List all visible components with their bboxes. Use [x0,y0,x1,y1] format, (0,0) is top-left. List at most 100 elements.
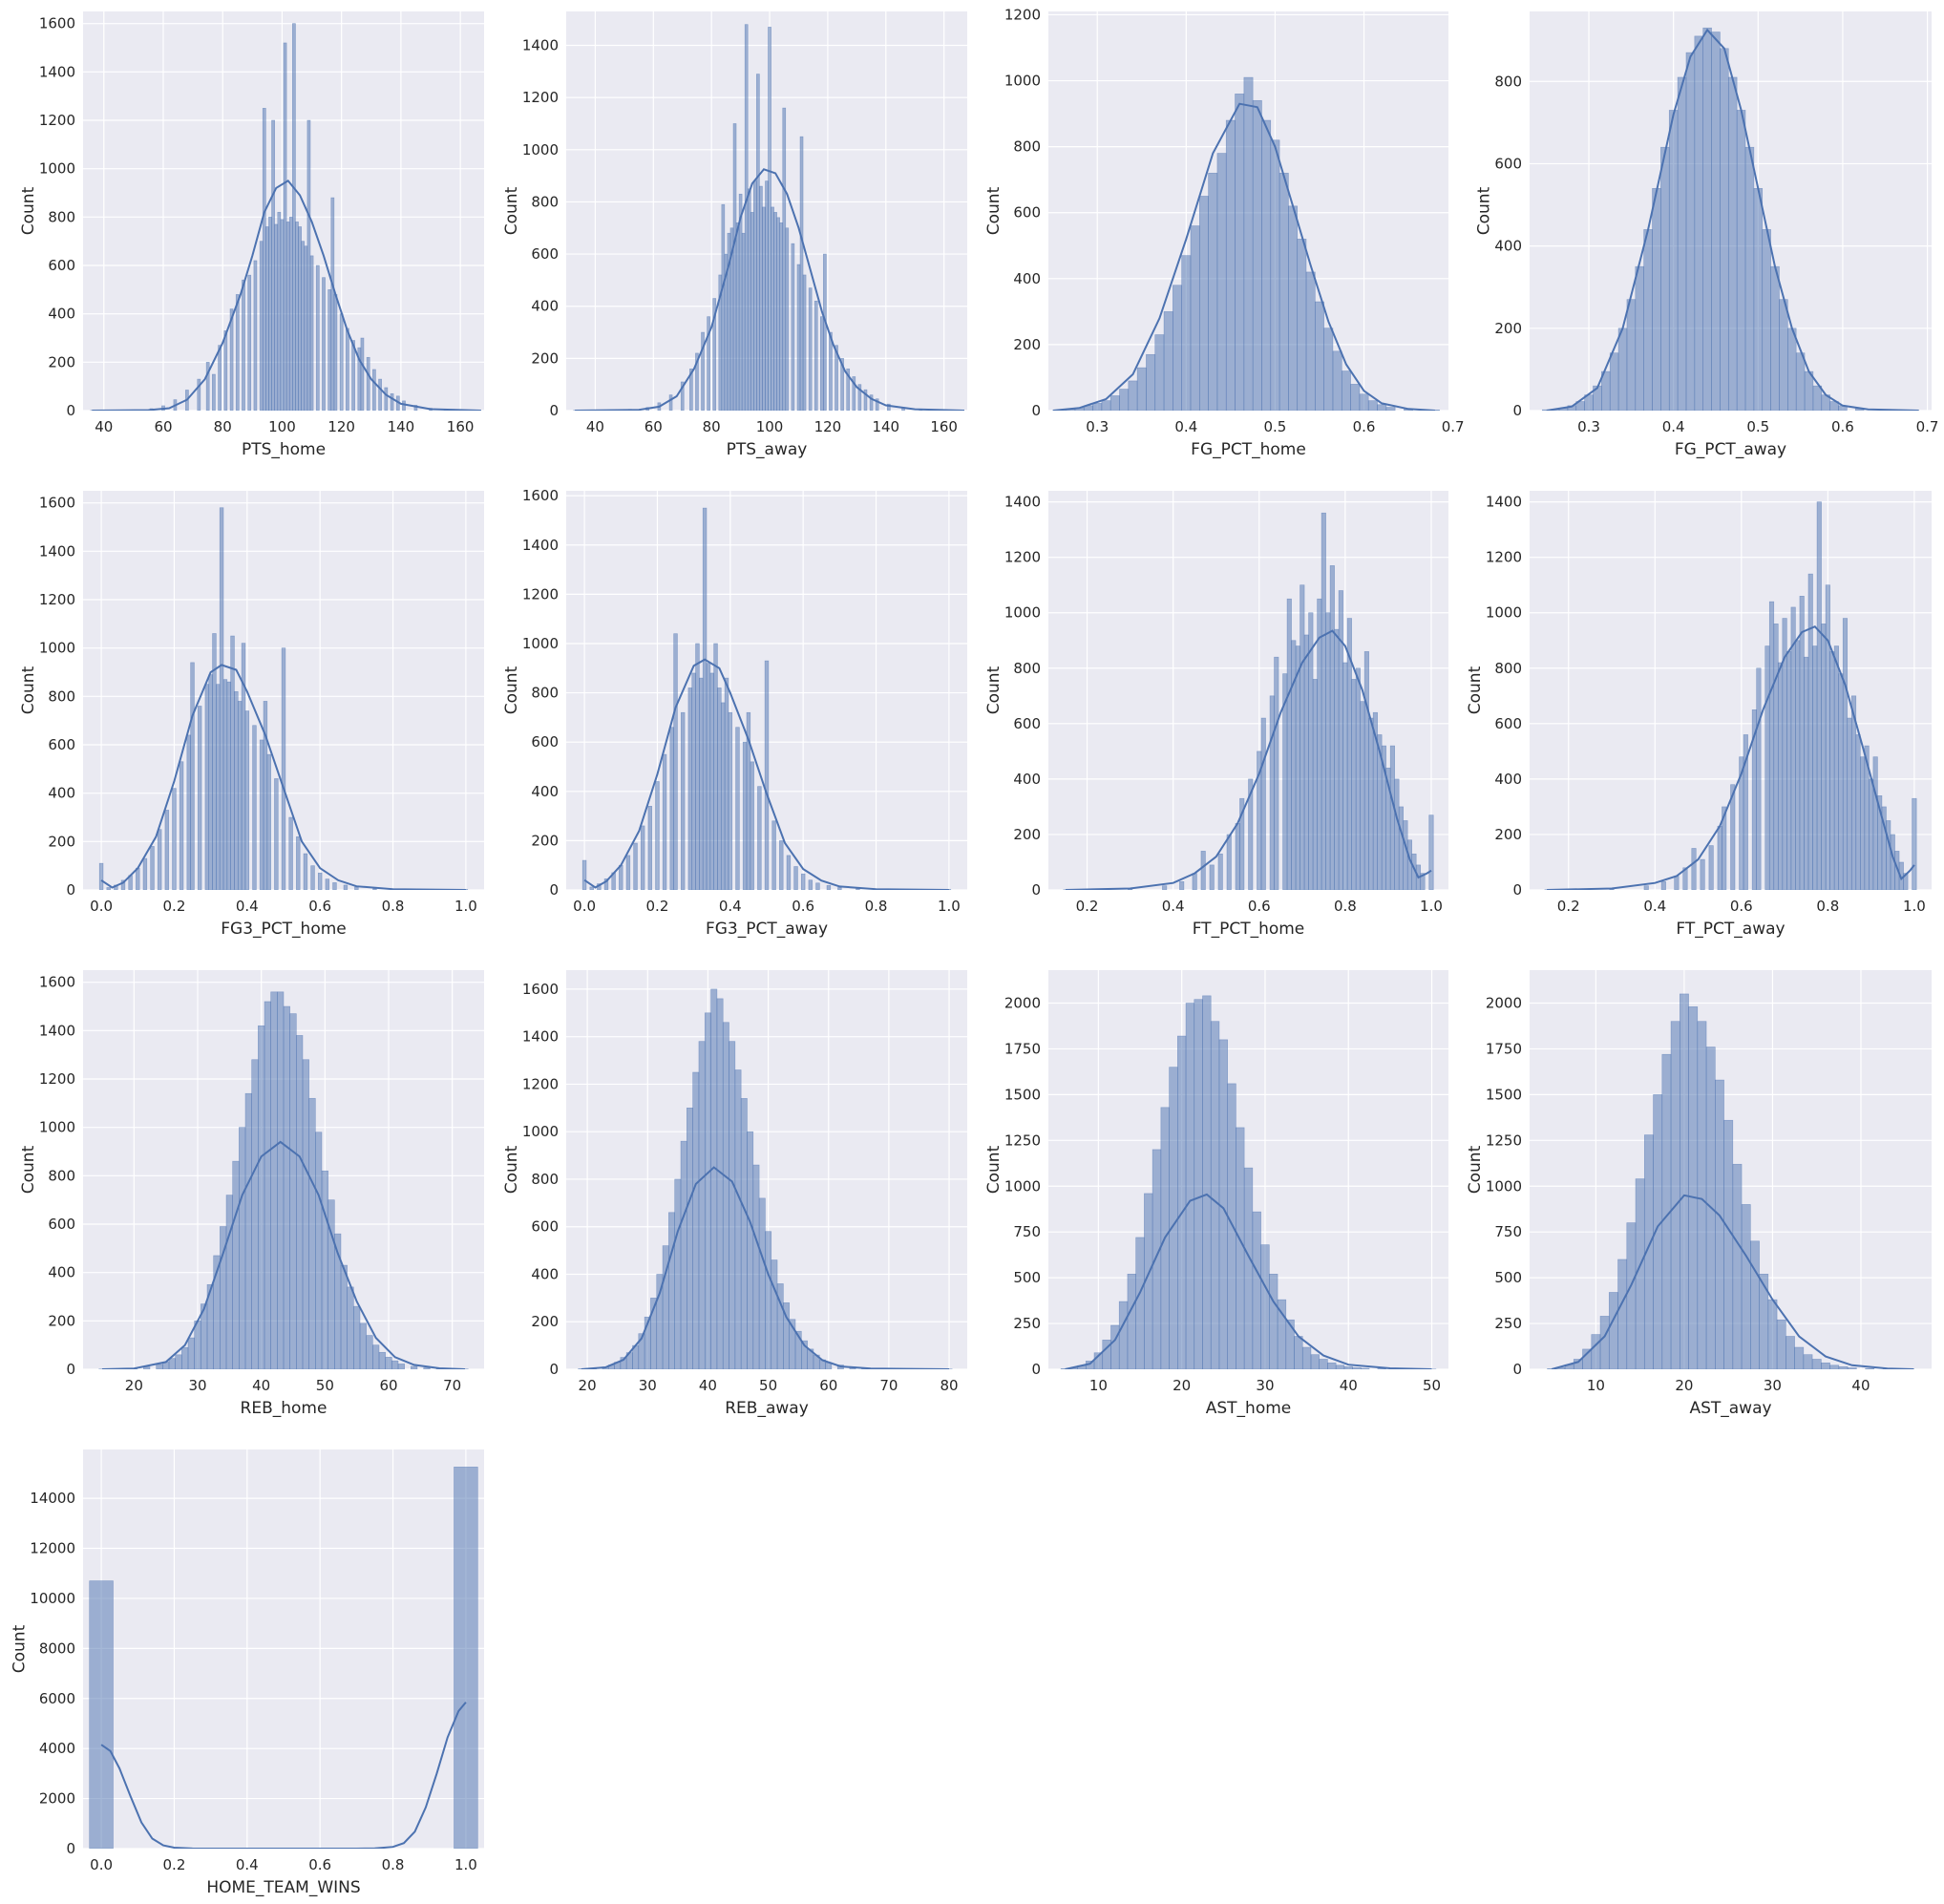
bars [98,991,469,1369]
histogram-bar [1768,601,1775,890]
histogram-bar [1702,27,1712,411]
x-tick-label: 40 [1340,1377,1358,1394]
histogram-bar [662,753,667,890]
y-tick-label: 1000 [522,1123,559,1140]
histogram-bar [343,884,349,890]
histogram-bar [340,1264,348,1369]
y-tick-label: 400 [531,783,559,800]
histogram-bar [717,688,722,890]
histogram-bar [1177,1035,1187,1369]
histogram-bar [1715,1079,1724,1369]
histogram-bar [581,859,587,890]
x-tick-label: 0.2 [163,1856,186,1873]
bars [98,507,469,890]
y-tick-label: 200 [531,832,559,849]
x-tick-label: 60 [154,418,172,435]
histogram-bar [157,829,162,890]
histogram-bar [840,358,844,411]
bars [1541,27,1915,411]
histogram-bar [837,887,842,890]
y-tick-label: 1750 [1004,1040,1041,1057]
y-tick-label: 1200 [39,591,75,608]
histogram-bar [1804,370,1814,411]
histogram-bar [747,188,751,411]
y-tick-label: 400 [1013,771,1041,788]
histogram-bar [89,1580,114,1849]
histogram-bar [1736,110,1746,411]
x-tick-label: 0.8 [865,898,888,915]
y-axis-label: Count [984,186,1004,235]
histogram-bar [1243,76,1254,411]
histogram-bar [397,1364,405,1369]
histogram-bar [695,352,699,411]
y-tick-label: 6000 [39,1690,75,1707]
histogram-bar [820,316,824,411]
histogram-bar [729,1041,736,1369]
histogram-bar [687,688,693,890]
histogram-bar [1660,146,1670,411]
x-tick-label: 160 [447,418,475,435]
y-tick-label: 8000 [39,1640,75,1657]
y-tick-label: 1500 [1486,1086,1522,1103]
histogram-bar [738,193,743,411]
histogram-bar [237,701,243,890]
histogram-bar [322,277,326,411]
y-tick-label: 200 [1013,336,1041,353]
y-tick-label: 400 [531,298,559,315]
x-tick-label: 0.2 [1076,898,1099,915]
histogram-bar [1756,667,1762,890]
y-tick-label: 200 [1494,320,1522,337]
y-tick-label: 1000 [1004,1177,1041,1195]
x-tick-label: 0.7 [1916,418,1939,435]
histogram-bar [1744,146,1755,411]
histogram-panel-13: 0.0 0.2 0.4 0.6 0.8 1.0 0 2000 4000 6000 8000 10000… [11,1449,484,1897]
histogram-bar [346,328,349,411]
histogram-bar [251,1059,259,1369]
histogram-bar [1609,352,1619,411]
histogram-bar [721,203,726,411]
histogram-bar [1341,370,1351,411]
histogram-bar [826,885,832,890]
histogram-bar [164,810,170,890]
x-tick-label: 1.0 [938,898,961,915]
histogram-bar [750,212,754,411]
y-tick-label: 200 [48,1312,75,1329]
histogram-bar [1351,679,1357,890]
histogram-bar [800,873,806,890]
histogram-bar [768,27,771,411]
x-tick-label: 20 [1675,1377,1693,1394]
histogram-bar [1860,756,1866,890]
x-tick-label: 80 [214,418,232,435]
histogram-bar [1643,885,1649,890]
histogram-bar [1811,1359,1822,1369]
histogram-bar [266,753,271,890]
histogram-bar [372,1344,380,1369]
x-tick-label: 0.5 [1746,418,1769,435]
y-tick-label: 1400 [1004,494,1041,511]
histogram-bar [285,222,290,411]
x-tick-label: 30 [1764,1377,1782,1394]
kde-curve [101,1140,466,1369]
histogram-bar [378,378,382,411]
histogram-bar [808,287,813,411]
histogram-bar [277,211,282,411]
histogram-bar [372,369,376,411]
y-tick-label: 800 [1013,138,1041,156]
histogram-bar [1312,679,1318,890]
histogram-bar [1668,110,1679,411]
histogram-bar [846,368,851,411]
histogram-bar [204,684,210,890]
y-tick-label: 0 [549,881,559,899]
histogram-bar [1317,598,1322,890]
histogram-bar [1829,651,1835,890]
histogram-bar [799,136,804,411]
kde-curve [100,664,466,890]
y-tick-label: 1200 [522,89,559,106]
histogram-bar [136,867,140,890]
y-tick-label: 800 [1494,73,1522,90]
histogram-bar [1865,1367,1875,1369]
histogram-bar [1202,995,1212,1369]
x-tick-label: 0.6 [1353,418,1376,435]
histogram-bar [1773,624,1779,890]
kde-curve [1547,625,1915,890]
